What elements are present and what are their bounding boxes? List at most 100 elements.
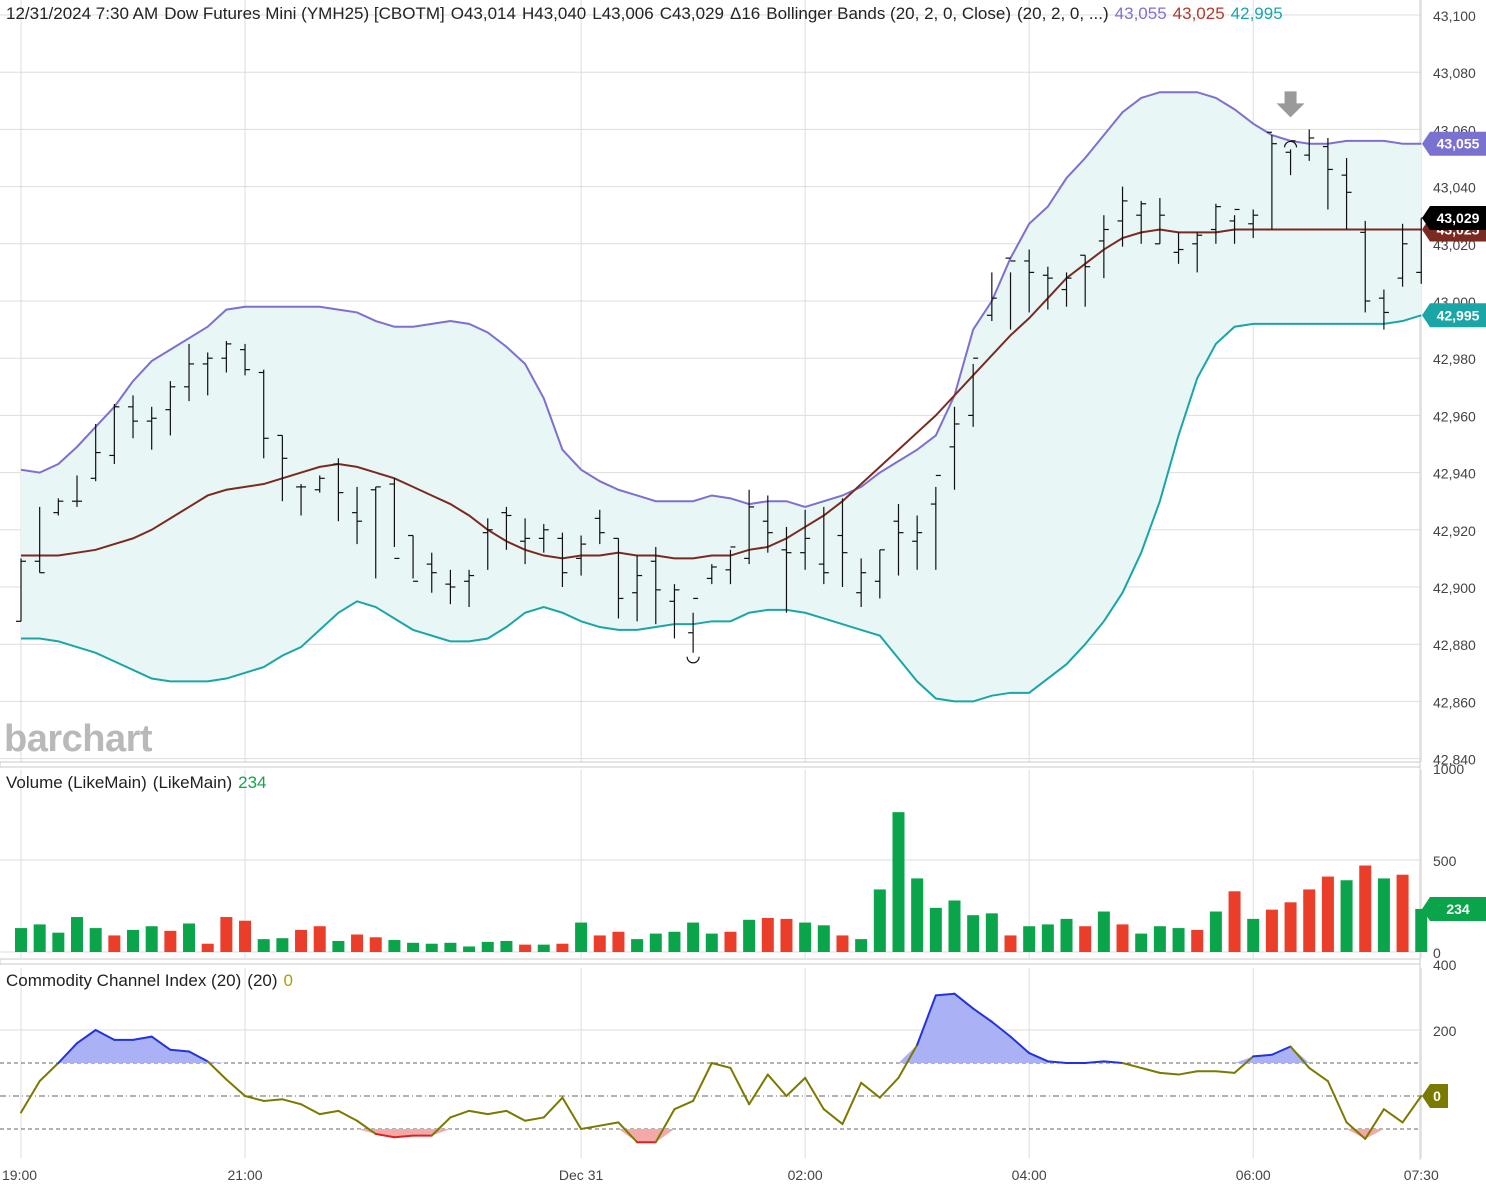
volume-bar[interactable] [1135,933,1148,952]
ohlc-bar[interactable] [128,395,139,439]
ohlc-bar[interactable] [557,532,568,587]
ohlc-bar[interactable] [986,272,997,322]
volume-bar[interactable] [967,915,980,952]
volume-bars[interactable] [15,812,1428,952]
ohlc-bar[interactable] [1322,137,1333,210]
volume-bar[interactable] [855,939,868,952]
volume-bar[interactable] [52,932,65,952]
volume-bar[interactable] [1377,878,1390,952]
volume-bar[interactable] [1060,918,1073,952]
volume-bar[interactable] [1097,911,1110,952]
ohlc-bar[interactable] [613,537,624,619]
volume-bar[interactable] [1153,926,1166,952]
ohlc-bar[interactable] [1117,186,1128,247]
volume-bar[interactable] [500,940,513,952]
volume-bar[interactable] [332,940,345,952]
ohlc-bar[interactable] [333,458,344,522]
volume-bar[interactable] [873,889,886,952]
ohlc-bar[interactable] [688,597,699,653]
ohlc-bar[interactable] [949,406,960,490]
ohlc-bar[interactable] [90,423,101,482]
ohlc-bar[interactable] [1360,220,1371,313]
ohlc-bar[interactable] [202,352,213,396]
volume-bar[interactable] [575,922,588,952]
volume-bar[interactable] [481,941,494,952]
volume-bar[interactable] [1415,908,1428,952]
volume-bar[interactable] [1041,924,1054,952]
ohlc-bar[interactable] [968,357,979,427]
volume-bar[interactable] [631,939,644,952]
volume-bar[interactable] [257,939,270,952]
ohlc-bar[interactable] [800,509,811,570]
ohlc-bar[interactable] [1266,131,1277,230]
volume-bar[interactable] [145,926,158,952]
volume-bar[interactable] [1359,865,1372,952]
ohlc-bar[interactable] [576,535,587,576]
volume-bar[interactable] [183,923,196,952]
ohlc-bar[interactable] [650,546,661,625]
volume-bar[interactable] [705,933,718,952]
volume-bar[interactable] [687,922,700,952]
volume-bar[interactable] [15,928,27,952]
ohlc-bar[interactable] [240,343,251,376]
ohlc-bar[interactable] [1154,198,1165,245]
volume-bar[interactable] [929,907,942,952]
ohlc-bar[interactable] [1173,232,1184,264]
ohlc-bar[interactable] [296,484,307,516]
ohlc-bar[interactable] [445,569,456,605]
volume-bar[interactable] [1191,929,1204,952]
ohlc-bar[interactable] [818,506,829,585]
ohlc-bar[interactable] [1005,257,1016,330]
ohlc-bar[interactable] [912,515,923,570]
volume-bar[interactable] [463,946,476,952]
ohlc-bar[interactable] [501,506,512,550]
volume-bar[interactable] [537,944,550,952]
ohlc-bar[interactable] [482,518,493,570]
volume-bar[interactable] [425,943,438,952]
ohlc-bar[interactable] [725,546,736,585]
pane-separator[interactable] [0,761,1421,768]
ohlc-bar[interactable] [1378,289,1389,330]
volume-bar[interactable] [1340,880,1353,952]
ohlc-bar[interactable] [669,584,680,639]
volume-bar[interactable] [836,935,849,952]
volume-bar[interactable] [313,926,326,952]
volume-bar[interactable] [1004,935,1017,952]
volume-bar[interactable] [519,944,532,952]
ohlc-bar[interactable] [184,343,195,402]
ohlc-bar[interactable] [165,381,176,436]
volume-bar[interactable] [388,940,401,952]
ohlc-bar[interactable] [1210,203,1221,244]
ohlc-bar[interactable] [146,406,157,450]
ohlc-bar[interactable] [706,564,717,585]
ohlc-bar[interactable] [930,474,941,570]
ohlc-bar[interactable] [1080,254,1091,307]
ohlc-bar[interactable] [594,509,605,545]
volume-bar[interactable] [1303,889,1316,952]
volume-bar[interactable] [89,928,102,952]
volume-bar[interactable] [127,929,140,952]
volume-bar[interactable] [71,917,84,952]
cci-label[interactable]: Commodity Channel Index (20) [6,971,242,990]
volume-bar[interactable] [911,878,924,952]
ohlc-bar[interactable] [781,526,792,613]
ohlc-bar[interactable] [762,495,773,553]
ohlc-bar[interactable] [109,403,120,465]
volume-bar[interactable] [407,942,420,952]
ohlc-bar[interactable] [352,486,363,545]
volume-bar[interactable] [1396,874,1409,952]
volume-bar[interactable] [201,943,214,952]
volume-bar[interactable] [1172,928,1185,952]
ohlc-bar[interactable] [389,478,400,560]
ohlc-bar[interactable] [538,524,549,553]
volume-bar[interactable] [743,919,756,952]
ohlc-bar[interactable] [1192,232,1203,273]
ohlc-bar[interactable] [856,558,867,608]
cci-plot[interactable] [20,992,1423,1144]
volume-bar[interactable] [892,812,905,952]
ohlc-bar[interactable] [874,549,885,599]
volume-bar[interactable] [1321,876,1334,952]
ohlc-bar[interactable] [464,569,475,608]
volume-bar[interactable] [761,917,774,952]
volume-bar[interactable] [649,933,662,952]
